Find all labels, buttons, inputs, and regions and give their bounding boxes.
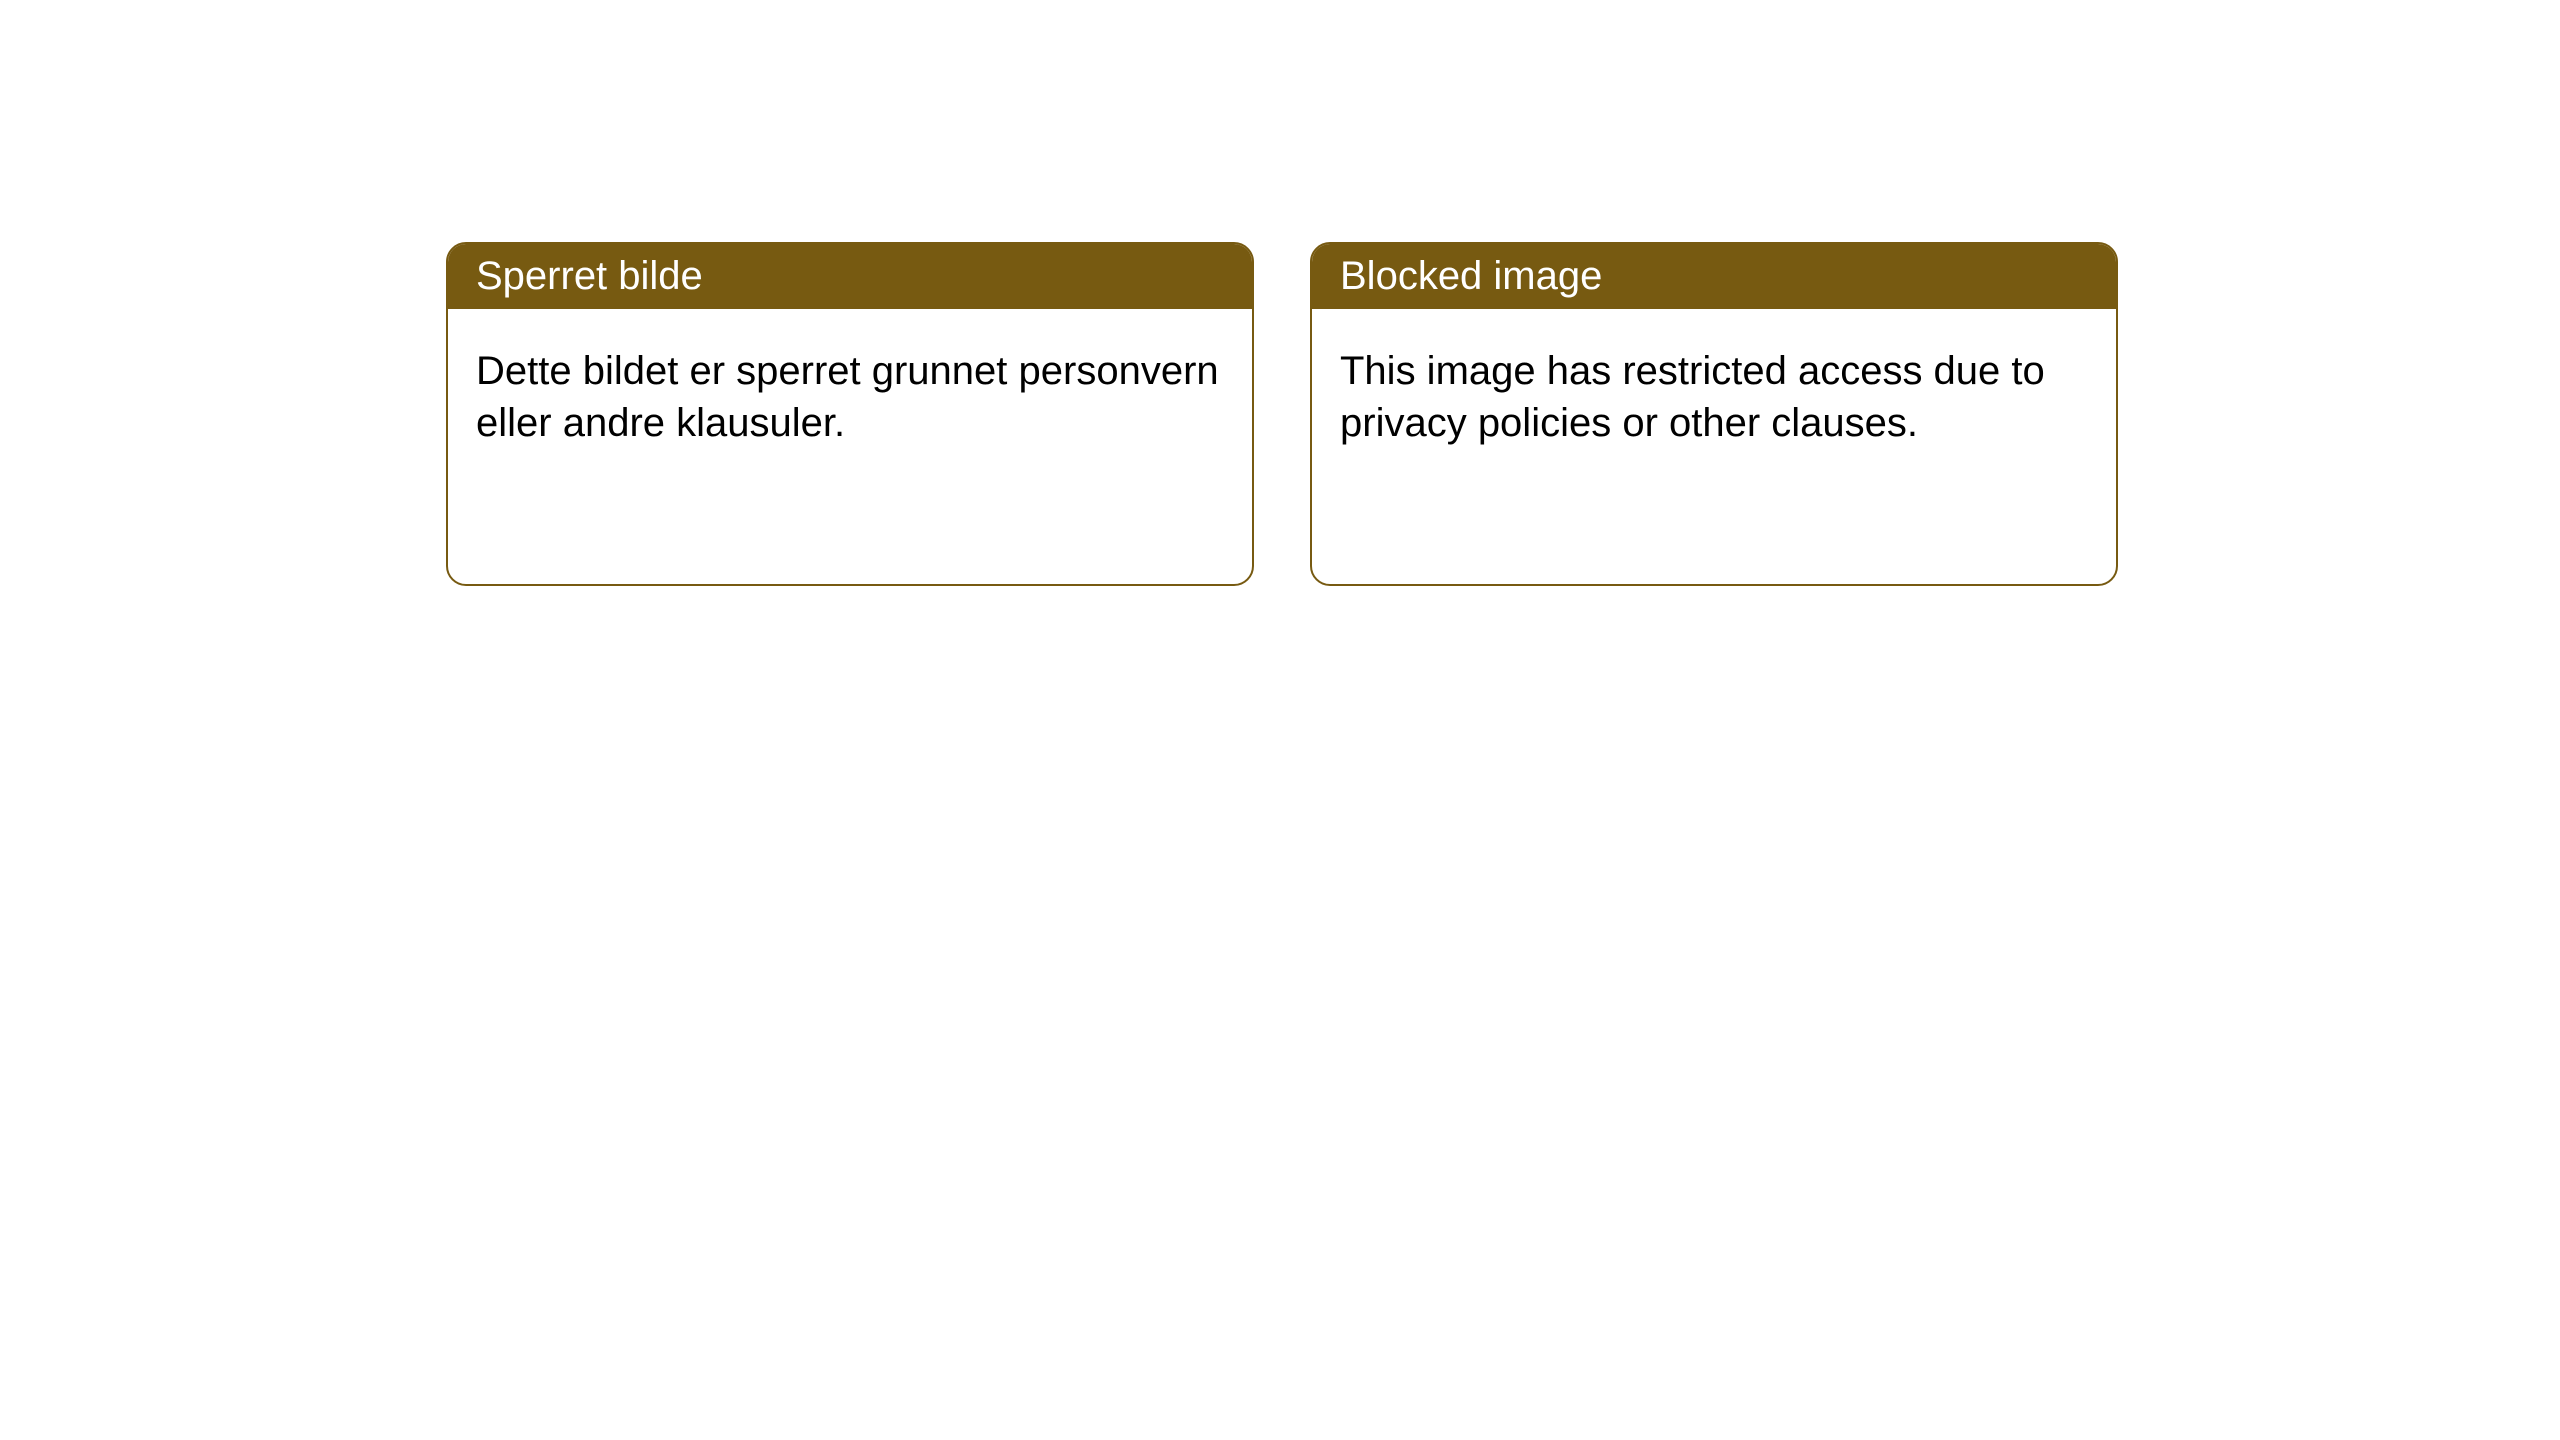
card-title: Blocked image — [1340, 254, 1602, 298]
card-title: Sperret bilde — [476, 254, 703, 298]
card-header: Blocked image — [1312, 244, 2116, 309]
card-body-text: Dette bildet er sperret grunnet personve… — [476, 349, 1219, 445]
card-header: Sperret bilde — [448, 244, 1252, 309]
notice-card-english: Blocked image This image has restricted … — [1310, 242, 2118, 586]
notice-container: Sperret bilde Dette bildet er sperret gr… — [0, 0, 2560, 586]
card-body: This image has restricted access due to … — [1312, 309, 2116, 584]
card-body: Dette bildet er sperret grunnet personve… — [448, 309, 1252, 584]
notice-card-norwegian: Sperret bilde Dette bildet er sperret gr… — [446, 242, 1254, 586]
card-body-text: This image has restricted access due to … — [1340, 349, 2045, 445]
